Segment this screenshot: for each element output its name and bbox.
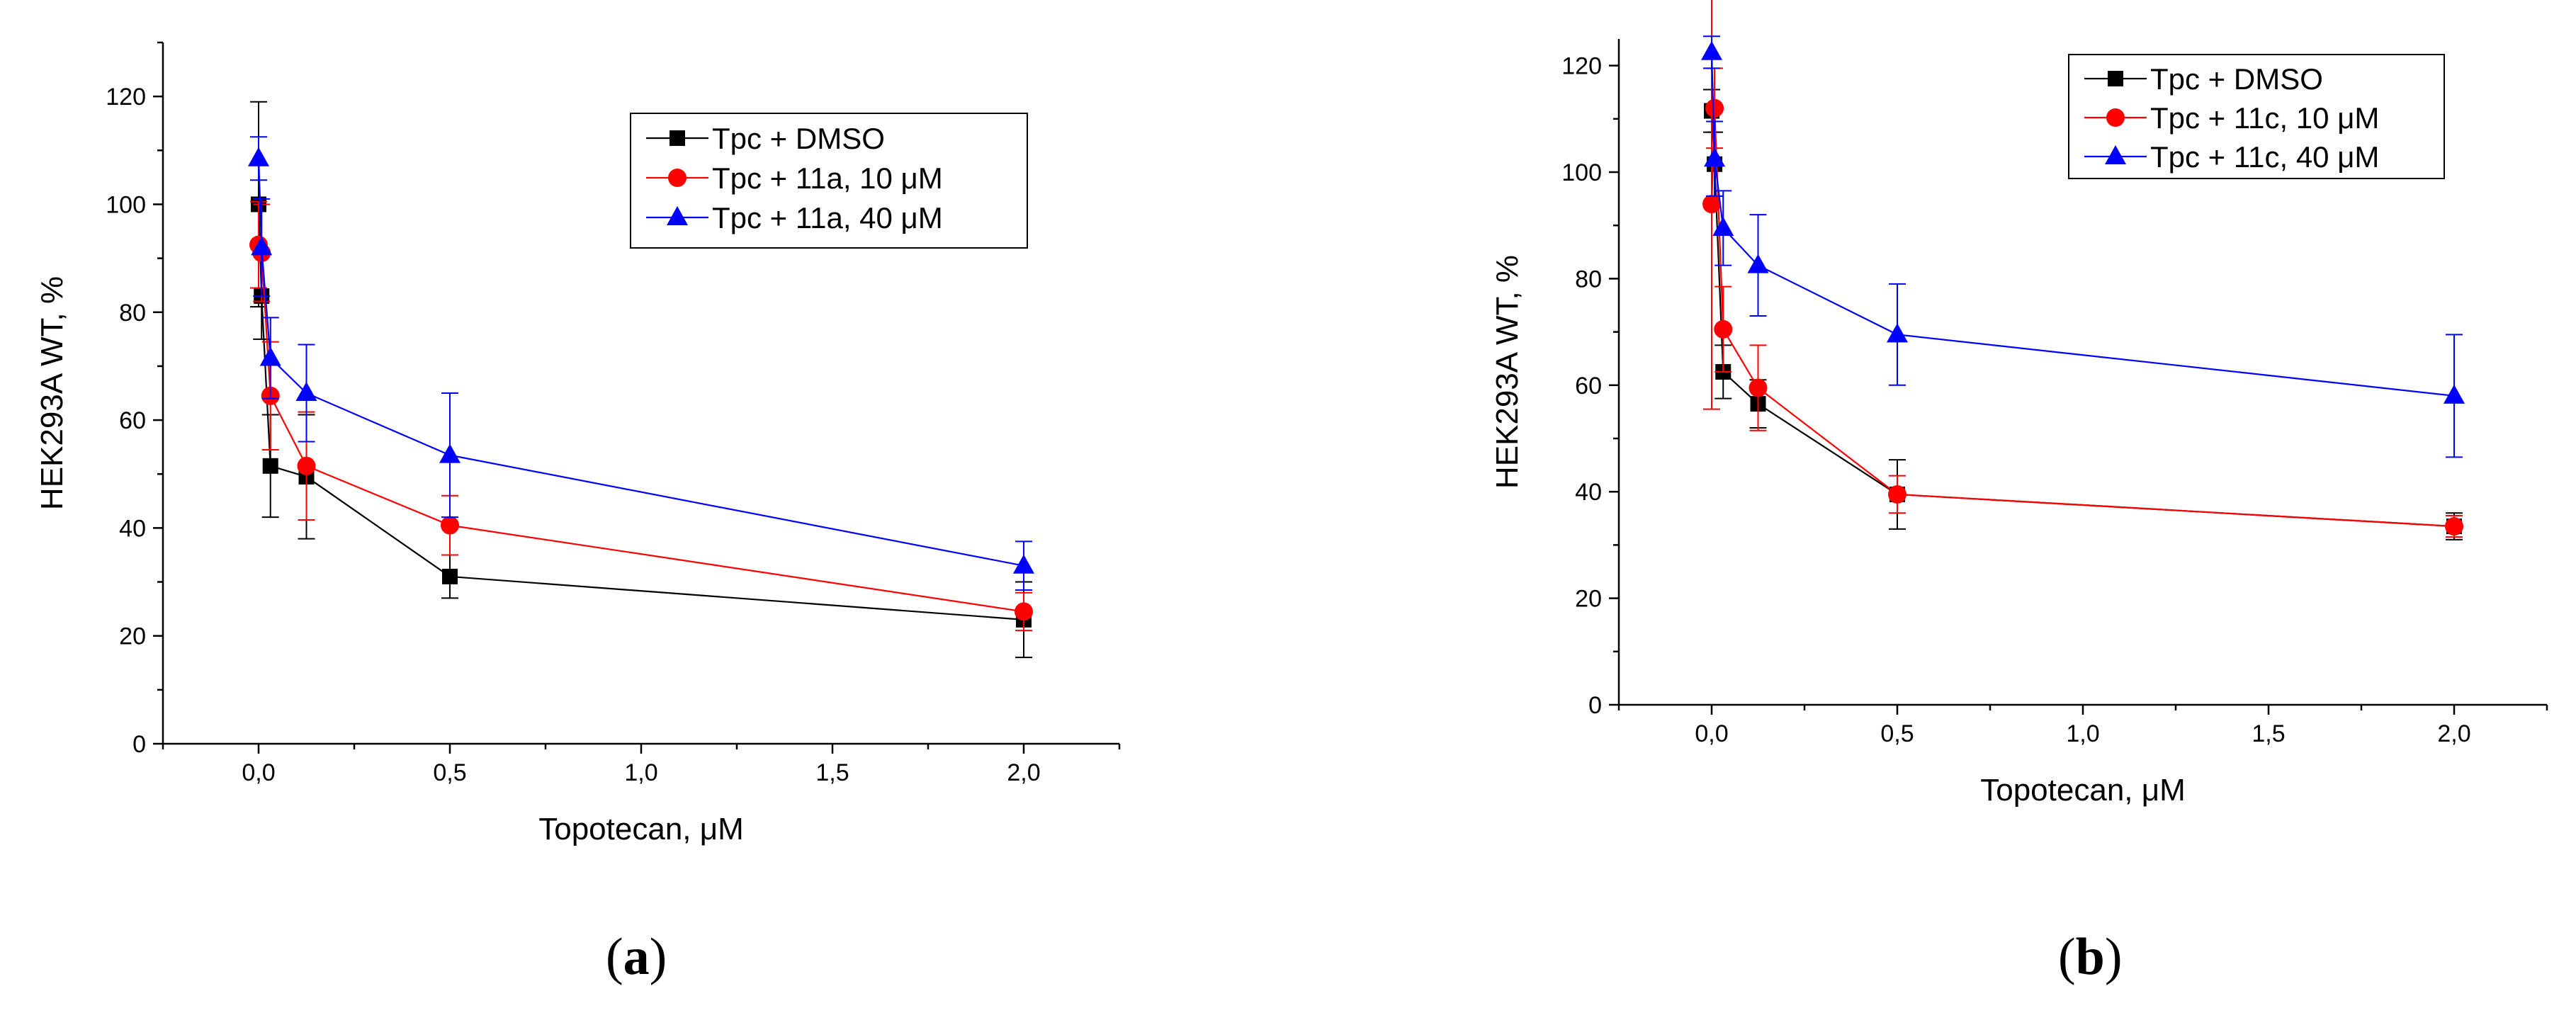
data-point (2444, 384, 2465, 404)
y-tick-label: 100 (106, 191, 146, 218)
legend-marker (670, 130, 685, 146)
series-triangle (1701, 35, 2465, 458)
y-tick-label: 0 (132, 731, 146, 758)
legend-label: Tpc + 11c, 10 μM (2150, 101, 2379, 135)
x-axis-title: Topotecan, μM (1980, 773, 2186, 808)
legend-label: Tpc + 11a, 10 μM (712, 162, 943, 195)
legend: Tpc + DMSO Tpc + 11a, 10 μM Tpc + 11a, 40 … (630, 113, 1028, 249)
y-tick-label: 60 (1575, 373, 1602, 400)
y-axis-title: HEK293A WT, % (35, 276, 69, 510)
data-point (1015, 602, 1033, 621)
chart-panel-a: 0 20 40 60 80 100 120 0,0 0,5 1,0 1,5 2,0 Topotecan,… (35, 41, 1121, 986)
y-tick-label: 20 (119, 623, 146, 650)
y-tick-label: 60 (119, 407, 146, 434)
data-point (297, 456, 316, 475)
data-point (1013, 554, 1034, 574)
legend-label: Tpc + DMSO (2150, 62, 2323, 96)
panel-label-close: ) (650, 928, 667, 986)
data-point (1702, 195, 1721, 214)
panel-label-close: ) (2105, 928, 2123, 986)
data-point (1747, 254, 1769, 273)
data-point (1888, 484, 1906, 504)
data-point (441, 516, 459, 535)
y-tick-label: 40 (119, 515, 146, 542)
x-tick-label: 0,0 (242, 759, 275, 786)
data-point (1704, 147, 1726, 167)
data-point (1705, 98, 1724, 118)
x-tick-label: 1,5 (815, 759, 849, 786)
legend-marker (668, 169, 687, 187)
y-tick-label: 80 (1575, 266, 1602, 293)
legend-box (2068, 54, 2445, 179)
y-tick-label: 40 (1575, 479, 1602, 506)
data-point (1749, 378, 1768, 397)
y-tick-label: 120 (1561, 53, 1602, 80)
legend-marker (667, 206, 688, 225)
legend-marker (2105, 145, 2126, 164)
legend-marker (2106, 108, 2125, 127)
data-point (2445, 517, 2463, 536)
data-point (442, 568, 458, 584)
legend-marker (2108, 71, 2123, 86)
data-point (262, 458, 278, 474)
y-tick-label: 20 (1575, 586, 1602, 613)
data-point (1714, 319, 1733, 339)
panel-label: (b) (2058, 928, 2122, 986)
data-point (295, 382, 317, 401)
legend: Tpc + DMSO Tpc + 11c, 10 μM Tpc + 11c, 40 … (2068, 54, 2445, 179)
data-point (248, 147, 269, 166)
data-point (439, 443, 461, 463)
y-axis-title: HEK293A WT, % (1490, 255, 1525, 489)
y-tick-label: 100 (1561, 159, 1602, 186)
legend-label: Tpc + 11c, 40 μM (2150, 140, 2379, 174)
x-tick-label: 0,5 (433, 759, 466, 786)
panel-label: (a) (606, 928, 667, 986)
data-point (1701, 40, 1722, 60)
panel-label-letter: b (2076, 928, 2105, 986)
data-point (1712, 216, 1734, 236)
x-tick-label: 2,0 (2437, 720, 2470, 747)
x-tick-label: 1,0 (2066, 720, 2099, 747)
panel-label-open: ( (606, 928, 623, 986)
legend-label: Tpc + DMSO (712, 122, 885, 155)
y-tick-label: 80 (119, 300, 146, 327)
y-tick-label: 0 (1588, 692, 1602, 719)
legend-label: Tpc + 11a, 40 μM (712, 201, 943, 234)
chart-panel-b: 0 20 40 60 80 100 120 0,0 0,5 1,0 1,5 2,0 Topotecan,… (1490, 0, 2548, 986)
x-tick-label: 1,5 (2252, 720, 2285, 747)
data-point (251, 236, 273, 256)
x-axis-title: Topotecan, μM (538, 812, 744, 846)
x-tick-label: 0,0 (1695, 720, 1728, 747)
panel-label-letter: a (623, 928, 650, 986)
legend-box (630, 113, 1028, 249)
series-triangle (248, 136, 1034, 591)
data-point (259, 346, 281, 366)
x-tick-label: 1,0 (624, 759, 657, 786)
series-line (257, 244, 1024, 613)
data-point (1887, 323, 1908, 343)
x-tick-label: 0,5 (1880, 720, 1914, 747)
panel-label-open: ( (2058, 928, 2076, 986)
series-circle (249, 200, 1033, 632)
x-tick-label: 2,0 (1007, 759, 1040, 786)
series-line (257, 204, 1024, 620)
y-tick-label: 120 (106, 84, 146, 110)
